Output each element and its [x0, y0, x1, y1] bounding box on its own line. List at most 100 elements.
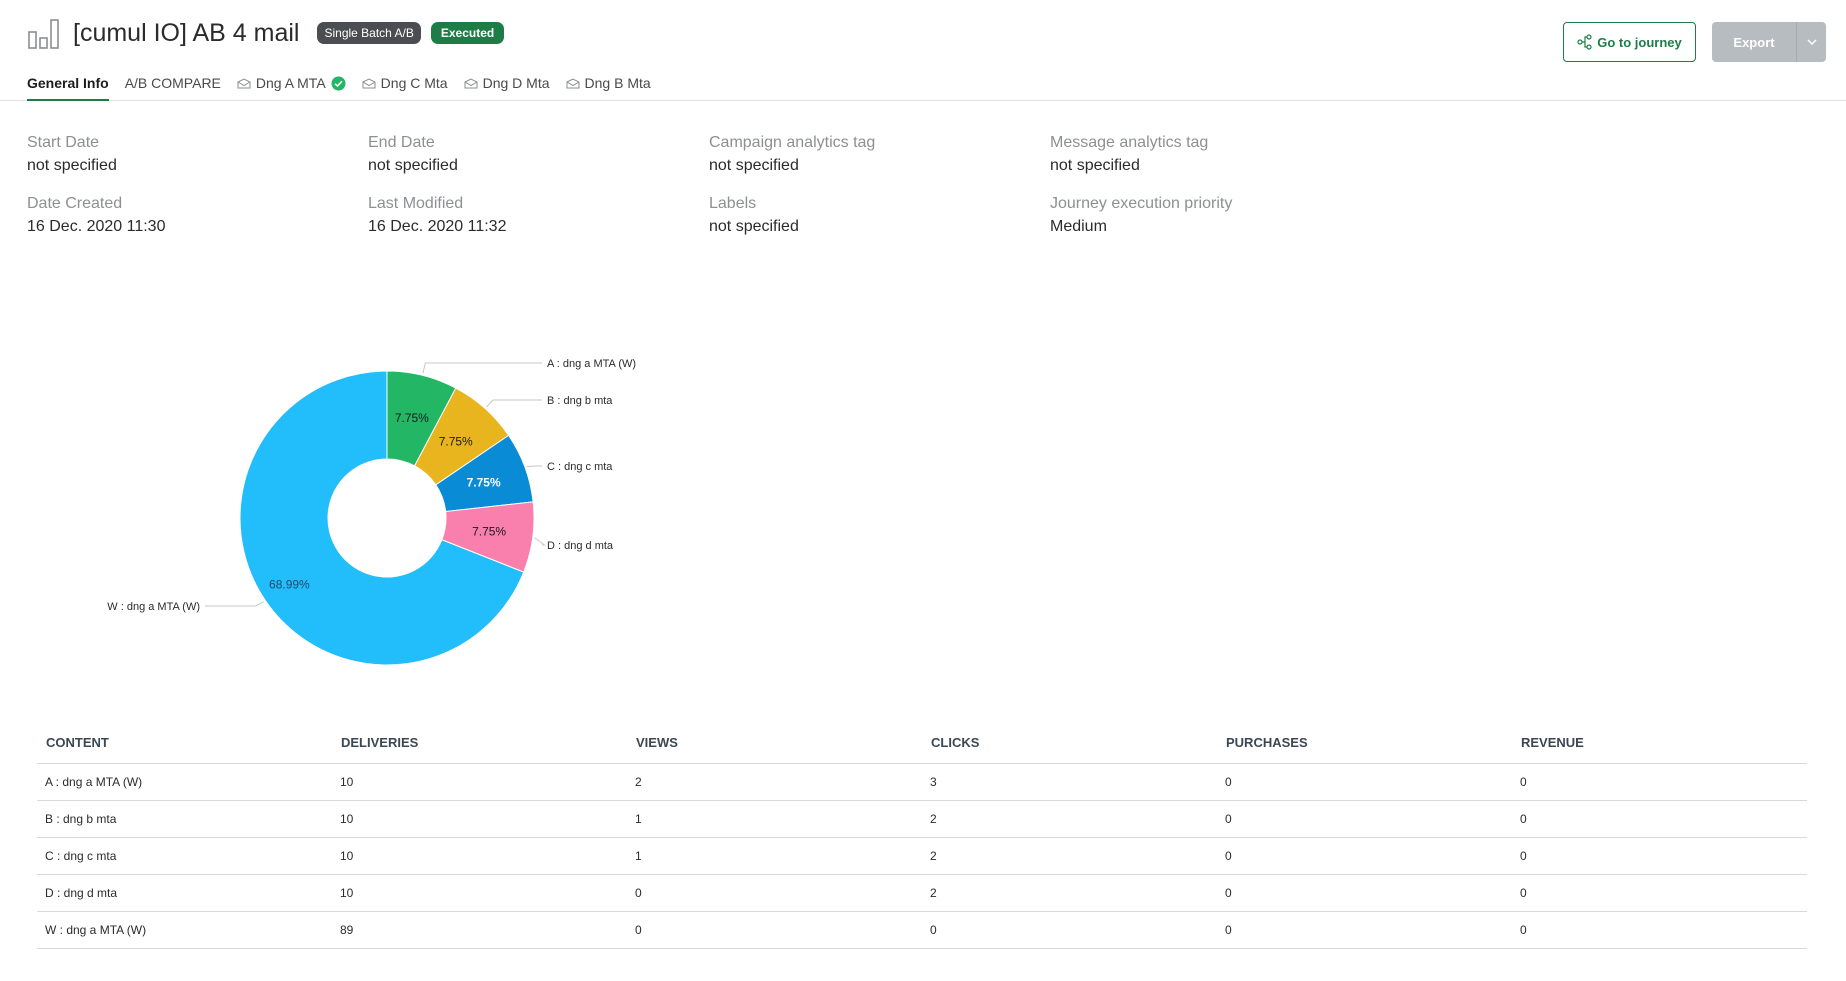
leader-line [486, 399, 542, 408]
field-value: not specified [1050, 157, 1140, 174]
cell-clicks: 2 [930, 812, 937, 826]
tab-label: General Info [27, 75, 109, 91]
cell-content: B : dng b mta [45, 812, 117, 826]
header-views[interactable]: VIEWS [636, 735, 678, 750]
field-value: not specified [27, 157, 117, 174]
slice-category-label: B : dng b mta [547, 395, 613, 407]
table-header: CONTENT DELIVERIES VIEWS CLICKS PURCHASE… [37, 722, 1807, 764]
mail-icon [362, 77, 376, 88]
campaign-analytics-tag-field: Campaign analytics tag not specified [709, 134, 1050, 175]
cell-revenue: 0 [1520, 775, 1527, 789]
page-title: [cumul IO] AB 4 mail [73, 18, 300, 47]
header-content[interactable]: CONTENT [46, 735, 109, 750]
field-value: 16 Dec. 2020 11:30 [27, 218, 166, 235]
cell-revenue: 0 [1520, 923, 1527, 937]
field-value: 16 Dec. 2020 11:32 [368, 218, 507, 235]
type-badge: Single Batch A/B [317, 22, 421, 44]
tab-bar: General Info A/B COMPARE Dng A MTA Dng C… [27, 66, 667, 101]
tab-dng-b-mta[interactable]: Dng B Mta [566, 75, 651, 101]
tab-dng-a-mta[interactable]: Dng A MTA [237, 75, 346, 101]
field-label: Campaign analytics tag [709, 134, 876, 151]
cell-content: C : dng c mta [45, 849, 117, 863]
cell-purchases: 0 [1225, 849, 1232, 863]
table-row: C : dng c mta 10 1 2 0 0 [37, 838, 1807, 875]
mail-icon [237, 77, 251, 88]
table-row: A : dng a MTA (W) 10 2 3 0 0 [37, 764, 1807, 801]
tab-general-info[interactable]: General Info [27, 75, 109, 101]
chevron-down-icon [1806, 39, 1817, 45]
export-divider [1796, 22, 1797, 62]
table-row: B : dng b mta 10 1 2 0 0 [37, 801, 1807, 838]
cell-content: D : dng d mta [45, 886, 118, 900]
tab-dng-d-mta[interactable]: Dng D Mta [464, 75, 550, 101]
cell-content: W : dng a MTA (W) [45, 923, 147, 937]
export-dropdown-toggle[interactable] [1797, 39, 1826, 45]
slice-percent-label: 68.99% [269, 577, 310, 591]
slice-percent-label: 7.75% [439, 434, 473, 448]
field-label: Message analytics tag [1050, 134, 1209, 151]
tab-label: Dng D Mta [482, 75, 550, 91]
cell-deliveries: 89 [340, 923, 354, 937]
cell-clicks: 2 [930, 849, 937, 863]
cell-deliveries: 10 [340, 812, 354, 826]
header-purchases[interactable]: PURCHASES [1226, 735, 1308, 750]
status-badge: Executed [430, 22, 505, 44]
field-label: Last Modified [368, 195, 464, 212]
cell-views: 1 [635, 849, 642, 863]
go-to-journey-button[interactable]: Go to journey [1563, 22, 1696, 62]
cell-views: 1 [635, 812, 642, 826]
slice-category-label: D : dng d mta [547, 540, 614, 552]
tab-dng-c-mta[interactable]: Dng C Mta [362, 75, 448, 101]
tab-label: Dng B Mta [584, 75, 651, 91]
labels-field: Labels not specified [709, 195, 1050, 236]
last-modified-field: Last Modified 16 Dec. 2020 11:32 [368, 195, 709, 236]
cell-purchases: 0 [1225, 775, 1232, 789]
donut-slice[interactable] [239, 370, 525, 665]
cell-views: 0 [635, 886, 642, 900]
cell-revenue: 0 [1520, 886, 1527, 900]
journey-priority-field: Journey execution priority Medium [1050, 195, 1391, 236]
message-analytics-tag-field: Message analytics tag not specified [1050, 134, 1391, 175]
mail-icon [464, 77, 478, 88]
header-revenue[interactable]: REVENUE [1521, 735, 1584, 750]
tab-label: Dng C Mta [380, 75, 448, 91]
table-row: W : dng a MTA (W) 89 0 0 0 0 [37, 912, 1807, 949]
slice-percent-label: 7.75% [467, 475, 501, 489]
cell-views: 2 [635, 775, 642, 789]
deliveries-donut-chart: 7.75% A : dng a MTA (W) 7.75% B : dng b mta… [107, 358, 636, 665]
field-value: not specified [709, 157, 799, 174]
leader-line [205, 601, 264, 607]
end-date-field: End Date not specified [368, 134, 709, 175]
cell-revenue: 0 [1520, 849, 1527, 863]
cell-views: 0 [635, 923, 642, 937]
title-row: [cumul IO] AB 4 mail Single Batch A/B Ex… [27, 16, 514, 50]
header-clicks[interactable]: CLICKS [931, 735, 980, 750]
field-value: not specified [709, 218, 799, 235]
go-to-journey-label: Go to journey [1597, 34, 1682, 50]
header-deliveries[interactable]: DELIVERIES [341, 735, 419, 750]
field-label: End Date [368, 134, 435, 151]
slice-percent-label: 7.75% [472, 525, 506, 539]
export-label: Export [1733, 34, 1775, 50]
tab-ab-compare[interactable]: A/B COMPARE [125, 75, 221, 101]
table-row: D : dng d mta 10 0 2 0 0 [37, 875, 1807, 912]
field-label: Labels [709, 195, 757, 212]
tab-label: A/B COMPARE [124, 75, 221, 91]
content-stats-table: CONTENT DELIVERIES VIEWS CLICKS PURCHASE… [37, 722, 1807, 949]
export-button[interactable]: Export [1712, 22, 1826, 62]
cell-purchases: 0 [1225, 886, 1232, 900]
cell-deliveries: 10 [340, 886, 354, 900]
field-label: Date Created [27, 195, 123, 212]
ab-campaign-icon [28, 19, 59, 49]
cell-content: A : dng a MTA (W) [45, 775, 143, 789]
general-info-fields: Start Date not specified End Date not sp… [27, 134, 1391, 236]
cell-clicks: 0 [930, 923, 937, 937]
cell-deliveries: 10 [340, 849, 354, 863]
mail-icon [566, 77, 580, 88]
slice-category-label: W : dng a MTA (W) [107, 601, 200, 613]
start-date-field: Start Date not specified [27, 134, 368, 175]
leader-line [534, 537, 547, 546]
cell-clicks: 3 [930, 775, 937, 789]
cell-clicks: 2 [930, 886, 937, 900]
check-circle-icon [331, 76, 346, 90]
